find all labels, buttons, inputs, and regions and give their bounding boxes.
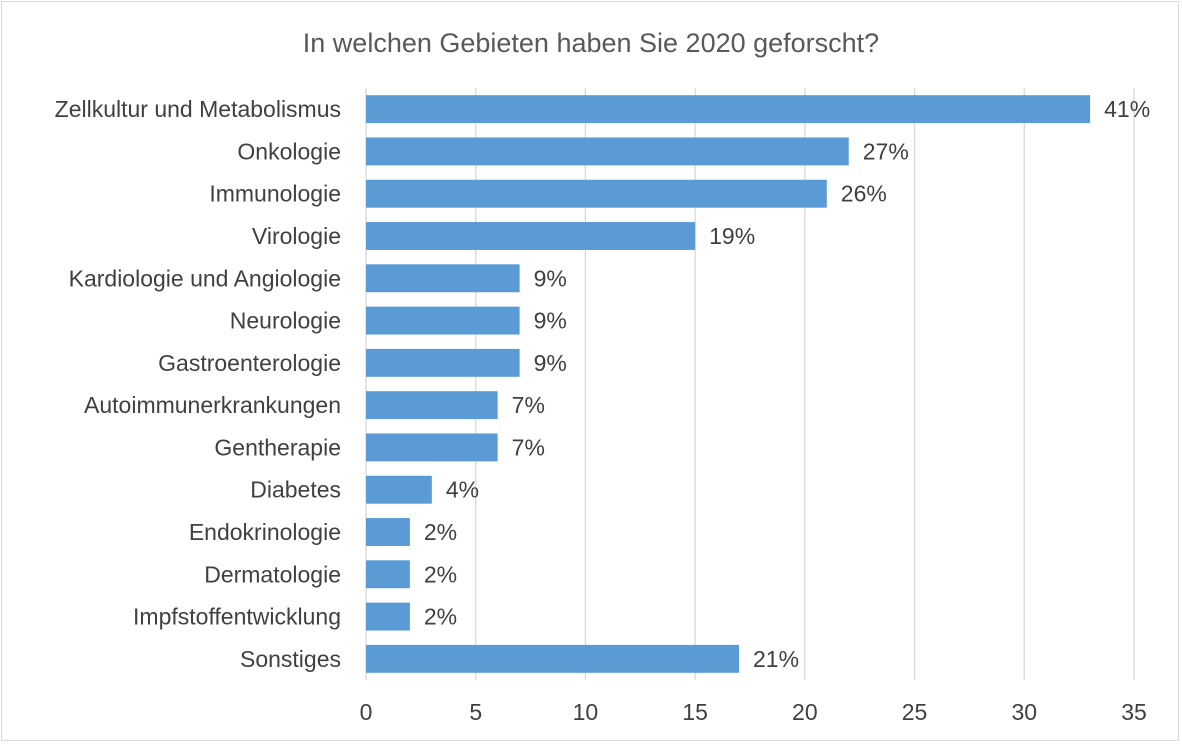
category-label: Onkologie [237,138,341,164]
data-labels: 41% 27% 26% 19% 9% 9% 9% 7% 7% 4% 2% 2% 2% 21% [424,96,1150,672]
data-label: 41% [1104,96,1150,122]
x-axis-ticks: 0 5 10 15 20 25 30 35 [360,699,1147,725]
data-label: 7% [512,392,545,418]
x-tick-label: 0 [360,699,373,725]
bar [366,644,740,673]
category-label: Autoimmunerkrankungen [84,392,341,418]
x-tick-label: 15 [682,699,708,725]
data-label: 19% [709,223,755,249]
category-labels: Zellkultur und Metabolismus Onkologie Immu… [55,96,341,672]
category-label: Sonstiges [240,646,341,672]
data-label: 2% [424,561,457,587]
category-label: Gentherapie [214,434,341,460]
x-tick-label: 10 [573,699,599,725]
category-label: Virologie [252,223,341,249]
bar [366,560,410,589]
data-label: 27% [863,138,909,164]
x-tick-label: 30 [1011,699,1037,725]
data-label: 9% [534,265,567,291]
data-label: 21% [753,646,799,672]
bar [366,95,1091,124]
data-label: 9% [534,350,567,376]
x-tick-label: 20 [792,699,818,725]
category-label: Endokrinologie [189,519,341,545]
bar [366,433,498,462]
category-label: Zellkultur und Metabolismus [55,96,341,122]
bars [366,95,1091,673]
bar [366,602,410,631]
bar [366,222,696,250]
category-label: Kardiologie und Angiologie [69,265,341,291]
bar [366,137,849,166]
bar [366,348,520,377]
x-tick-label: 35 [1121,699,1147,725]
bar [366,475,432,504]
bar [366,518,410,546]
data-label: 9% [534,308,567,334]
gridlines [365,88,1135,680]
category-label: Gastroenterologie [158,350,341,376]
bar [366,306,520,335]
x-tick-label: 25 [902,699,928,725]
data-label: 26% [841,181,887,207]
bar [366,391,498,420]
category-label: Neurologie [230,308,341,334]
data-label: 4% [446,477,479,503]
chart-title: In welchen Gebieten haben Sie 2020 gefor… [303,28,879,58]
category-label: Immunologie [209,181,341,207]
category-label: Impfstoffentwicklung [133,604,341,630]
data-label: 2% [424,519,457,545]
data-label: 7% [512,434,545,460]
bar [366,264,520,293]
data-label: 2% [424,604,457,630]
x-tick-label: 5 [469,699,482,725]
category-label: Dermatologie [204,561,341,587]
category-label: Diabetes [250,477,341,503]
bar [366,179,827,208]
